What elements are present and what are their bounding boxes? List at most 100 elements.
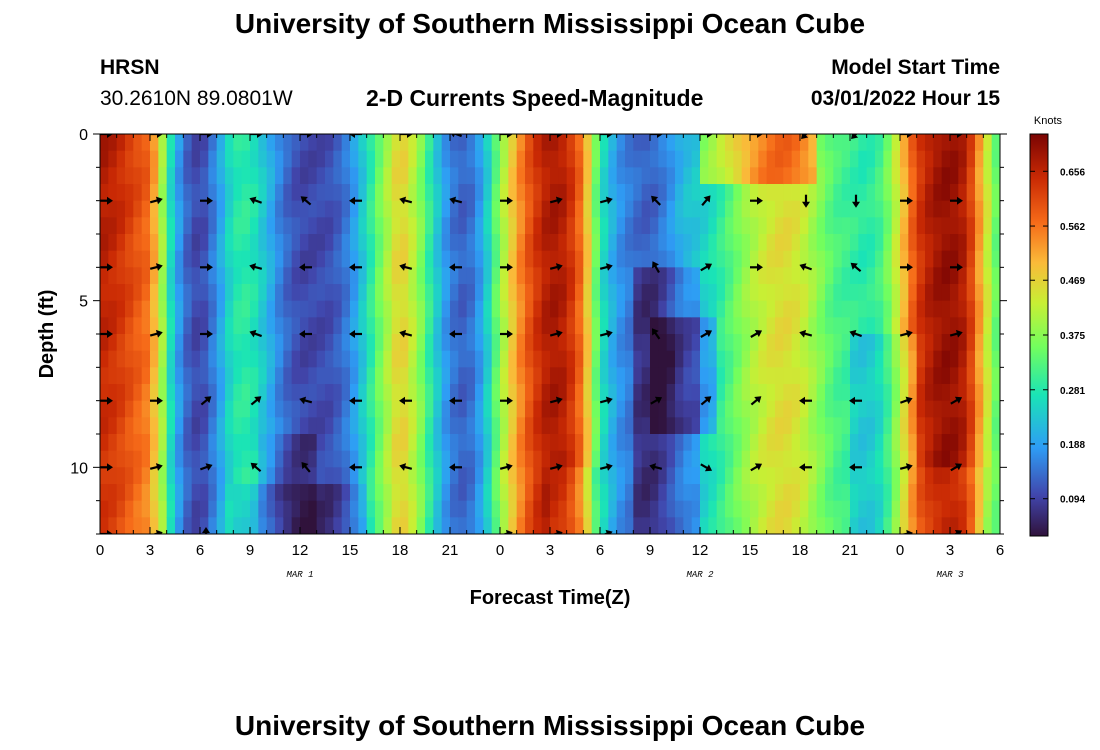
heatmap-cell: [358, 384, 368, 402]
heatmap-cell: [683, 334, 693, 352]
heatmap-cell: [825, 300, 834, 318]
heatmap-cell: [958, 434, 968, 452]
current-vector-arrow: [202, 527, 210, 534]
heatmap-cell: [158, 434, 168, 452]
heatmap-cell: [608, 484, 618, 502]
heatmap-cell: [666, 300, 676, 318]
vector-head: [155, 196, 163, 205]
heatmap-cell: [425, 400, 434, 418]
heatmap-cell: [616, 417, 626, 435]
heatmap-cell: [416, 434, 426, 452]
heatmap-cell: [816, 250, 826, 268]
heatmap-cell: [325, 134, 334, 152]
heatmap-cell: [900, 367, 909, 385]
heatmap-cell: [483, 484, 493, 502]
heatmap-cell: [625, 367, 634, 385]
heatmap-cell: [916, 317, 926, 335]
heatmap-cell: [575, 467, 584, 485]
heatmap-cell: [983, 167, 993, 185]
heatmap-cell: [158, 200, 168, 218]
heatmap-cell: [658, 484, 668, 502]
heatmap-cell: [250, 200, 259, 218]
heatmap-cell: [908, 300, 918, 318]
heatmap-cell: [333, 467, 343, 485]
vector-head: [754, 396, 762, 404]
heatmap-cell: [483, 250, 493, 268]
heatmap-cell: [658, 467, 668, 485]
heatmap-cell: [441, 184, 451, 202]
heatmap-cell: [333, 300, 343, 318]
vector-head: [107, 530, 113, 534]
heatmap-cell: [666, 484, 676, 502]
heatmap-cell: [283, 467, 293, 485]
vector-head: [407, 134, 413, 138]
vector-head: [651, 328, 659, 336]
heatmap-cell: [150, 284, 159, 302]
heatmap-cell: [450, 434, 459, 452]
heatmap-cell: [991, 434, 1000, 452]
heatmap-cell: [600, 517, 609, 534]
heatmap-cell: [591, 150, 601, 168]
heatmap-cell: [516, 184, 526, 202]
vector-head: [607, 134, 613, 138]
heatmap-cell: [991, 450, 1000, 468]
heatmap-cell: [666, 350, 676, 368]
current-vectors: [100, 134, 963, 534]
heatmap-cell: [975, 250, 984, 268]
heatmap-cell: [183, 234, 193, 252]
heatmap-cell: [566, 250, 576, 268]
heatmap-cell: [183, 267, 193, 285]
vector-head: [555, 329, 563, 338]
heatmap-cell: [416, 400, 426, 418]
heatmap-cell: [575, 134, 584, 152]
heatmap-cell: [575, 267, 584, 285]
heatmap-cell: [883, 500, 893, 518]
heatmap-cell: [941, 217, 951, 235]
heatmap-cell: [141, 400, 151, 418]
heatmap-cell: [383, 517, 393, 534]
heatmap-cell: [225, 350, 234, 368]
heatmap-cell: [375, 234, 384, 252]
heatmap-cell: [441, 417, 451, 435]
heatmap-cell: [458, 384, 468, 402]
current-vector-arrow: [650, 396, 663, 405]
heatmap-cell: [650, 200, 659, 218]
heatmap-cell: [683, 484, 693, 502]
heatmap-cell: [433, 350, 443, 368]
heatmap-cell: [366, 334, 376, 352]
heatmap-cell: [733, 517, 743, 534]
heatmap-cell: [758, 400, 768, 418]
heatmap-cell: [700, 517, 709, 534]
heatmap-cell: [583, 334, 593, 352]
heatmap-cell: [608, 367, 618, 385]
heatmap-cell: [708, 150, 718, 168]
heatmap-cell: [391, 317, 401, 335]
heatmap-cell: [700, 500, 709, 518]
heatmap-cell: [791, 300, 801, 318]
heatmap-cell: [233, 284, 243, 302]
heatmap-cell: [808, 417, 818, 435]
heatmap-cell: [708, 234, 718, 252]
heatmap-cell: [316, 384, 326, 402]
x-tick-label: 21: [842, 542, 859, 559]
heatmap-cell: [266, 234, 276, 252]
heatmap-cell: [566, 200, 576, 218]
heatmap-cell: [708, 250, 718, 268]
heatmap-cell: [291, 517, 301, 534]
x-tick-label: 9: [646, 542, 654, 559]
heatmap-cell: [341, 150, 351, 168]
heatmap-cell: [266, 517, 276, 534]
heatmap-cell: [775, 167, 784, 185]
heatmap-cell: [225, 200, 234, 218]
heatmap-cell: [525, 150, 534, 168]
heatmap-cell: [691, 350, 701, 368]
heatmap-cell: [366, 467, 376, 485]
heatmap-cell: [133, 300, 143, 318]
heatmap-cell: [891, 217, 901, 235]
heatmap-cell: [300, 317, 309, 335]
heatmap-cell: [350, 217, 359, 235]
heatmap-cell: [933, 417, 943, 435]
heatmap-cell: [475, 267, 484, 285]
heatmap-cell: [616, 134, 626, 152]
heatmap-cell: [450, 384, 459, 402]
